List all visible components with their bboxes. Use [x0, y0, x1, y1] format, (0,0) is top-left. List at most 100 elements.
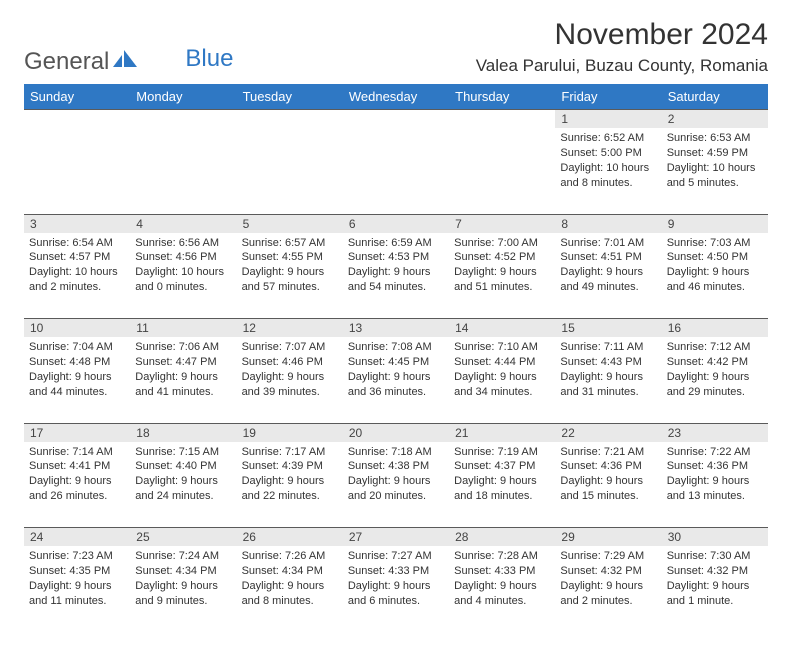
- day1-text: Daylight: 10 hours: [667, 161, 763, 176]
- sunrise-text: Sunrise: 6:53 AM: [667, 131, 763, 146]
- day1-text: Daylight: 9 hours: [242, 579, 338, 594]
- day-number-cell: 19: [237, 423, 343, 442]
- sunset-text: Sunset: 4:33 PM: [348, 564, 444, 579]
- location-text: Valea Parului, Buzau County, Romania: [476, 56, 768, 76]
- sunrise-text: Sunrise: 7:23 AM: [29, 549, 125, 564]
- day-details: Sunrise: 6:56 AMSunset: 4:56 PMDaylight:…: [130, 233, 236, 300]
- day-cell: Sunrise: 7:14 AMSunset: 4:41 PMDaylight:…: [24, 442, 130, 528]
- sunrise-text: Sunrise: 7:07 AM: [242, 340, 338, 355]
- day-details: Sunrise: 7:30 AMSunset: 4:32 PMDaylight:…: [662, 546, 768, 613]
- weekday-mon: Monday: [130, 84, 236, 110]
- day-number-cell: 26: [237, 528, 343, 547]
- weekday-fri: Friday: [555, 84, 661, 110]
- day-number-cell: 27: [343, 528, 449, 547]
- day1-text: Daylight: 9 hours: [135, 579, 231, 594]
- day2-text: and 41 minutes.: [135, 385, 231, 400]
- day-number-row: 17181920212223: [24, 423, 768, 442]
- title-block: November 2024 Valea Parului, Buzau Count…: [476, 18, 768, 76]
- day-content-row: Sunrise: 7:04 AMSunset: 4:48 PMDaylight:…: [24, 337, 768, 423]
- day-cell: [24, 128, 130, 214]
- day2-text: and 22 minutes.: [242, 489, 338, 504]
- logo: General Blue: [24, 48, 233, 76]
- day2-text: and 6 minutes.: [348, 594, 444, 609]
- day-cell: Sunrise: 7:08 AMSunset: 4:45 PMDaylight:…: [343, 337, 449, 423]
- day-number-row: 12: [24, 110, 768, 129]
- day1-text: Daylight: 9 hours: [348, 370, 444, 385]
- sunset-text: Sunset: 4:50 PM: [667, 250, 763, 265]
- day-details: Sunrise: 7:07 AMSunset: 4:46 PMDaylight:…: [237, 337, 343, 404]
- day-details: Sunrise: 7:21 AMSunset: 4:36 PMDaylight:…: [555, 442, 661, 509]
- logo-text-general: General: [24, 48, 109, 76]
- sunrise-text: Sunrise: 7:28 AM: [454, 549, 550, 564]
- day1-text: Daylight: 9 hours: [348, 579, 444, 594]
- sunset-text: Sunset: 4:47 PM: [135, 355, 231, 370]
- sunrise-text: Sunrise: 6:54 AM: [29, 236, 125, 251]
- sunrise-text: Sunrise: 6:52 AM: [560, 131, 656, 146]
- day-cell: Sunrise: 7:00 AMSunset: 4:52 PMDaylight:…: [449, 233, 555, 319]
- day1-text: Daylight: 9 hours: [454, 474, 550, 489]
- day2-text: and 46 minutes.: [667, 280, 763, 295]
- day-details: Sunrise: 7:18 AMSunset: 4:38 PMDaylight:…: [343, 442, 449, 509]
- sunrise-text: Sunrise: 7:08 AM: [348, 340, 444, 355]
- day-number-cell: 4: [130, 214, 236, 233]
- day-cell: Sunrise: 7:19 AMSunset: 4:37 PMDaylight:…: [449, 442, 555, 528]
- day-cell: Sunrise: 7:15 AMSunset: 4:40 PMDaylight:…: [130, 442, 236, 528]
- day-details: Sunrise: 6:52 AMSunset: 5:00 PMDaylight:…: [555, 128, 661, 195]
- day2-text: and 20 minutes.: [348, 489, 444, 504]
- day-details: Sunrise: 7:12 AMSunset: 4:42 PMDaylight:…: [662, 337, 768, 404]
- sunrise-text: Sunrise: 7:26 AM: [242, 549, 338, 564]
- sunset-text: Sunset: 4:41 PM: [29, 459, 125, 474]
- day-cell: Sunrise: 7:18 AMSunset: 4:38 PMDaylight:…: [343, 442, 449, 528]
- day1-text: Daylight: 9 hours: [560, 370, 656, 385]
- day-number-cell: 21: [449, 423, 555, 442]
- day-cell: Sunrise: 7:30 AMSunset: 4:32 PMDaylight:…: [662, 546, 768, 632]
- day2-text: and 49 minutes.: [560, 280, 656, 295]
- day2-text: and 2 minutes.: [29, 280, 125, 295]
- day-details: Sunrise: 7:14 AMSunset: 4:41 PMDaylight:…: [24, 442, 130, 509]
- day1-text: Daylight: 10 hours: [135, 265, 231, 280]
- sunset-text: Sunset: 4:43 PM: [560, 355, 656, 370]
- sunrise-text: Sunrise: 7:22 AM: [667, 445, 763, 460]
- day-number-cell: 3: [24, 214, 130, 233]
- sunrise-text: Sunrise: 7:04 AM: [29, 340, 125, 355]
- day-cell: Sunrise: 6:56 AMSunset: 4:56 PMDaylight:…: [130, 233, 236, 319]
- sunset-text: Sunset: 4:32 PM: [560, 564, 656, 579]
- day-cell: Sunrise: 7:07 AMSunset: 4:46 PMDaylight:…: [237, 337, 343, 423]
- sunrise-text: Sunrise: 7:06 AM: [135, 340, 231, 355]
- sunrise-text: Sunrise: 7:17 AM: [242, 445, 338, 460]
- logo-sails-icon: [113, 48, 141, 76]
- day-number-cell: 23: [662, 423, 768, 442]
- day1-text: Daylight: 10 hours: [560, 161, 656, 176]
- month-title: November 2024: [476, 18, 768, 52]
- day-details: Sunrise: 7:27 AMSunset: 4:33 PMDaylight:…: [343, 546, 449, 613]
- day-details: Sunrise: 7:00 AMSunset: 4:52 PMDaylight:…: [449, 233, 555, 300]
- day1-text: Daylight: 10 hours: [29, 265, 125, 280]
- day-cell: Sunrise: 6:54 AMSunset: 4:57 PMDaylight:…: [24, 233, 130, 319]
- day2-text: and 44 minutes.: [29, 385, 125, 400]
- day1-text: Daylight: 9 hours: [454, 579, 550, 594]
- day1-text: Daylight: 9 hours: [135, 474, 231, 489]
- day-content-row: Sunrise: 7:14 AMSunset: 4:41 PMDaylight:…: [24, 442, 768, 528]
- sunrise-text: Sunrise: 7:01 AM: [560, 236, 656, 251]
- day2-text: and 18 minutes.: [454, 489, 550, 504]
- day1-text: Daylight: 9 hours: [667, 579, 763, 594]
- day-number-cell: [237, 110, 343, 129]
- weekday-wed: Wednesday: [343, 84, 449, 110]
- day-number-cell: 25: [130, 528, 236, 547]
- sunrise-text: Sunrise: 6:56 AM: [135, 236, 231, 251]
- day-number-cell: 5: [237, 214, 343, 233]
- day-number-cell: [24, 110, 130, 129]
- day2-text: and 2 minutes.: [560, 594, 656, 609]
- day-number-cell: 9: [662, 214, 768, 233]
- day-cell: Sunrise: 7:01 AMSunset: 4:51 PMDaylight:…: [555, 233, 661, 319]
- day-number-cell: 2: [662, 110, 768, 129]
- day-cell: Sunrise: 6:57 AMSunset: 4:55 PMDaylight:…: [237, 233, 343, 319]
- day-number-cell: 20: [343, 423, 449, 442]
- day-number-cell: 12: [237, 319, 343, 338]
- sunrise-text: Sunrise: 7:03 AM: [667, 236, 763, 251]
- day-number-cell: 18: [130, 423, 236, 442]
- day-details: Sunrise: 6:54 AMSunset: 4:57 PMDaylight:…: [24, 233, 130, 300]
- sunrise-text: Sunrise: 7:29 AM: [560, 549, 656, 564]
- day-details: Sunrise: 7:08 AMSunset: 4:45 PMDaylight:…: [343, 337, 449, 404]
- day2-text: and 26 minutes.: [29, 489, 125, 504]
